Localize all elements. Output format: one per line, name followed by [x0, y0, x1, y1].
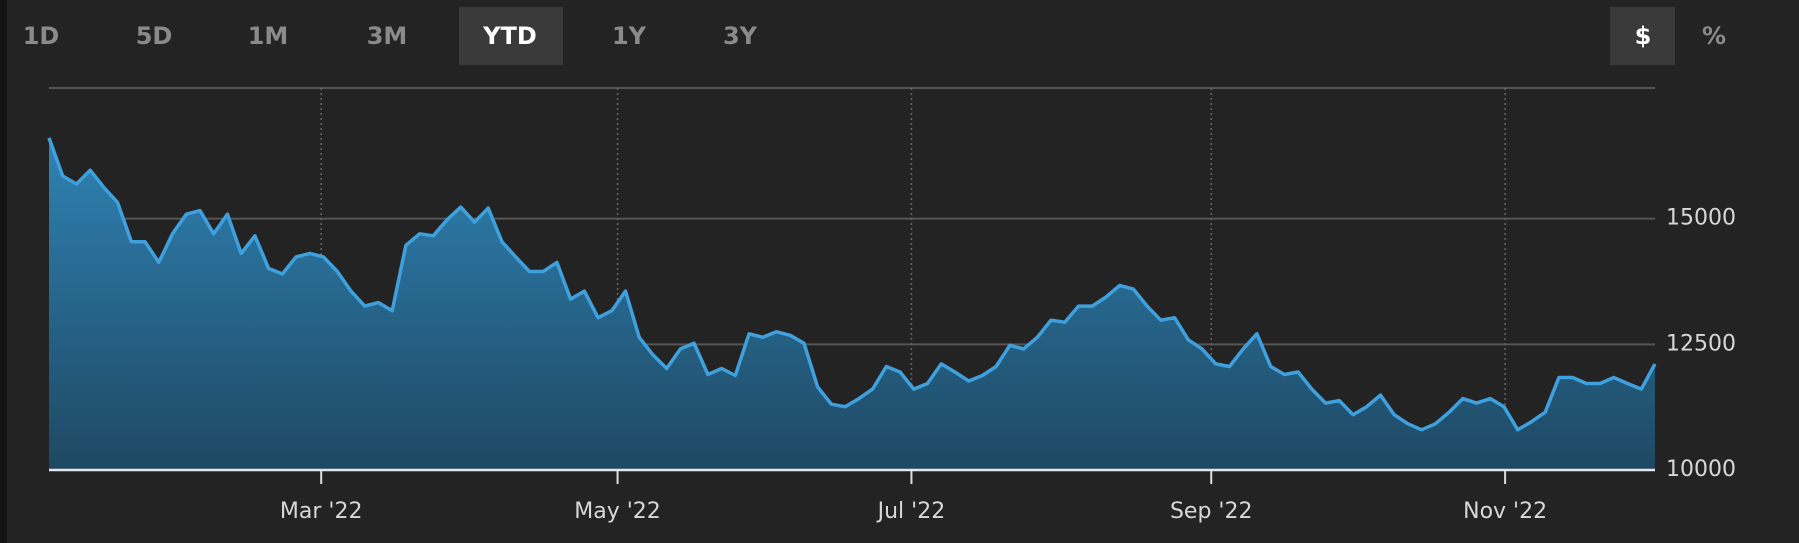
area [49, 137, 1655, 470]
range-tab[interactable]: 1D [23, 22, 60, 50]
x-tick-label: Nov '22 [1463, 499, 1547, 524]
x-tick-label: Mar '22 [280, 499, 363, 524]
y-tick-label: 15000 [1666, 206, 1736, 231]
unit-active-bg [1610, 7, 1675, 65]
range-tab[interactable]: 1M [248, 22, 289, 50]
range-tab[interactable]: YTD [482, 22, 537, 50]
range-tab[interactable]: 3M [367, 22, 408, 50]
unit-toggle[interactable]: % [1702, 22, 1726, 50]
x-tick-label: May '22 [574, 499, 661, 524]
x-tick-label: Sep '22 [1170, 499, 1253, 524]
tab-active-bg [459, 7, 563, 65]
left-edge [0, 0, 7, 543]
unit-toggle[interactable]: $ [1635, 22, 1652, 50]
line [47, 137, 1657, 432]
x-tick-label: Jul '22 [876, 499, 946, 524]
y-tick-label: 10000 [1666, 457, 1736, 482]
range-tab[interactable]: 3Y [723, 22, 758, 50]
range-tab[interactable]: 1Y [612, 22, 647, 50]
range-tab[interactable]: 5D [136, 22, 173, 50]
y-tick-label: 12500 [1666, 331, 1736, 356]
